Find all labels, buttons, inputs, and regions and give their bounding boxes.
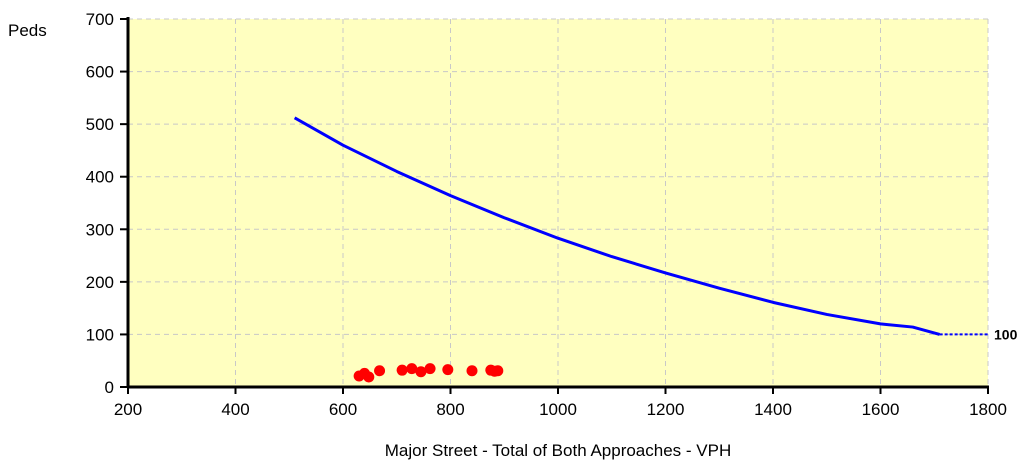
data-point bbox=[415, 366, 427, 378]
data-point bbox=[406, 363, 418, 375]
y-tick-label: 100 bbox=[86, 325, 114, 344]
data-point bbox=[466, 365, 478, 377]
y-tick-label: 0 bbox=[105, 378, 114, 397]
x-tick-label: 1400 bbox=[754, 400, 792, 419]
data-point bbox=[492, 365, 504, 377]
warrant-curve bbox=[293, 116, 988, 336]
y-axis-title: Peds bbox=[8, 21, 47, 40]
y-tick-label: 400 bbox=[86, 168, 114, 187]
y-tick-label: 600 bbox=[86, 63, 114, 82]
x-tick-label: 200 bbox=[114, 400, 142, 419]
x-tick-label: 1200 bbox=[647, 400, 685, 419]
x-tick-label: 1800 bbox=[969, 400, 1007, 419]
data-point bbox=[396, 364, 408, 376]
data-point bbox=[374, 365, 386, 377]
y-tick-label: 300 bbox=[86, 220, 114, 239]
data-point bbox=[442, 364, 454, 376]
data-point bbox=[424, 363, 436, 375]
y-tick-label: 500 bbox=[86, 115, 114, 134]
x-axis-ticks: 200 400 600 800 1000 1200 1400 1600 1800 bbox=[114, 387, 1007, 419]
warrant-curve-line bbox=[293, 116, 941, 336]
x-tick-label: 400 bbox=[221, 400, 249, 419]
y-tick-label: 200 bbox=[86, 273, 114, 292]
data-point bbox=[363, 371, 375, 383]
y-axis-ticks: 0 100 200 300 400 500 600 700 bbox=[86, 10, 128, 397]
x-tick-label: 1600 bbox=[862, 400, 900, 419]
data-points bbox=[353, 363, 504, 383]
x-axis-title: Major Street - Total of Both Approaches … bbox=[385, 441, 731, 460]
y-tick-label: 700 bbox=[86, 10, 114, 29]
x-tick-label: 600 bbox=[329, 400, 357, 419]
gridlines bbox=[128, 18, 989, 387]
x-tick-label: 800 bbox=[436, 400, 464, 419]
x-tick-label: 1000 bbox=[539, 400, 577, 419]
curve-end-label: 100 bbox=[994, 326, 1018, 342]
